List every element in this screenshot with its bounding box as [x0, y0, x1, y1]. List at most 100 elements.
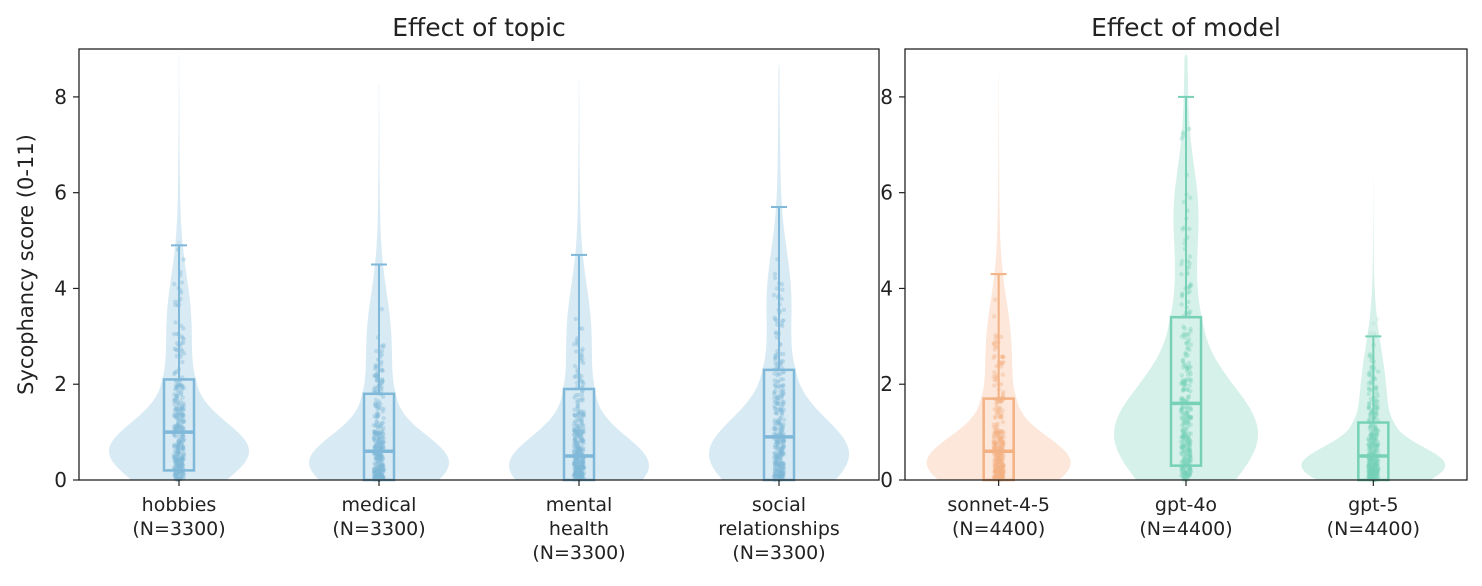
data-point [377, 465, 382, 470]
data-point [995, 400, 1000, 405]
data-point [995, 431, 1000, 436]
data-point [780, 444, 785, 449]
data-point [577, 472, 583, 477]
data-point [1184, 405, 1189, 411]
data-point [779, 393, 784, 399]
data-point [572, 428, 577, 433]
data-point [996, 455, 1002, 460]
data-point [178, 390, 184, 396]
data-point [575, 442, 580, 448]
data-point [999, 470, 1004, 475]
data-point [380, 457, 385, 462]
x-tick-label-line: health [549, 518, 609, 540]
data-point [376, 441, 381, 446]
data-point [999, 466, 1004, 471]
data-point [772, 418, 778, 423]
y-tick-label: 4 [880, 276, 893, 300]
data-point [577, 447, 582, 452]
data-point [181, 452, 186, 457]
data-point [176, 403, 181, 408]
data-point [1186, 360, 1192, 366]
data-point [993, 455, 999, 461]
data-point [1180, 442, 1186, 448]
data-point [572, 458, 578, 464]
data-point [373, 445, 378, 450]
data-point [1001, 462, 1006, 467]
data-point [173, 474, 178, 480]
data-point [995, 464, 1000, 469]
data-point [175, 399, 180, 404]
data-point [180, 462, 186, 468]
data-point [998, 456, 1003, 461]
data-point [781, 438, 787, 443]
data-point [176, 440, 181, 445]
data-point [575, 458, 580, 464]
data-point [172, 443, 177, 448]
data-point [779, 460, 785, 466]
data-point [374, 429, 379, 435]
data-point [572, 461, 577, 466]
data-point [1184, 470, 1189, 475]
data-point [776, 371, 781, 376]
data-point [998, 466, 1003, 472]
data-point [381, 416, 386, 421]
data-point [998, 364, 1004, 369]
data-point [999, 415, 1004, 420]
data-point [175, 464, 180, 469]
data-point [1187, 377, 1192, 382]
data-point [175, 385, 180, 391]
data-point [772, 466, 778, 471]
data-point [575, 459, 580, 464]
data-point [378, 468, 383, 473]
data-point [373, 474, 378, 479]
data-point [179, 462, 184, 467]
data-point [373, 397, 379, 403]
data-point [1180, 365, 1186, 370]
data-point [774, 439, 779, 445]
data-point [1188, 466, 1193, 472]
data-point [378, 445, 383, 450]
data-point [376, 464, 382, 469]
data-point [576, 435, 581, 441]
data-point [577, 449, 582, 454]
data-point [1001, 390, 1006, 395]
data-point [181, 471, 186, 476]
data-point [178, 382, 184, 388]
data-point [775, 401, 780, 406]
data-point [576, 465, 581, 470]
data-point [180, 405, 185, 411]
data-point [1001, 441, 1006, 447]
data-point [1187, 254, 1193, 259]
data-point [381, 394, 386, 399]
data-point [999, 411, 1004, 416]
data-point [1180, 258, 1185, 264]
data-point [579, 471, 584, 476]
data-point [175, 384, 180, 389]
data-point [1186, 286, 1191, 291]
data-point [172, 281, 177, 287]
data-point [172, 397, 177, 402]
data-point [994, 462, 1000, 468]
data-point [993, 473, 998, 478]
data-point [379, 472, 385, 478]
data-point [181, 385, 187, 391]
data-point [993, 336, 998, 342]
data-point [378, 468, 383, 474]
data-point [997, 399, 1002, 404]
data-point [993, 465, 998, 470]
data-point [778, 468, 783, 473]
data-point [772, 426, 777, 431]
violin-group [926, 68, 1071, 483]
data-point [775, 467, 780, 473]
data-point [175, 464, 181, 469]
data-point [776, 471, 782, 476]
data-point [574, 466, 579, 471]
data-point [995, 467, 1000, 472]
data-point [379, 442, 384, 447]
data-point [777, 474, 782, 479]
data-point [1179, 444, 1184, 449]
data-point [579, 421, 584, 426]
data-point [179, 385, 185, 390]
data-point [578, 472, 583, 477]
data-point [777, 452, 783, 457]
